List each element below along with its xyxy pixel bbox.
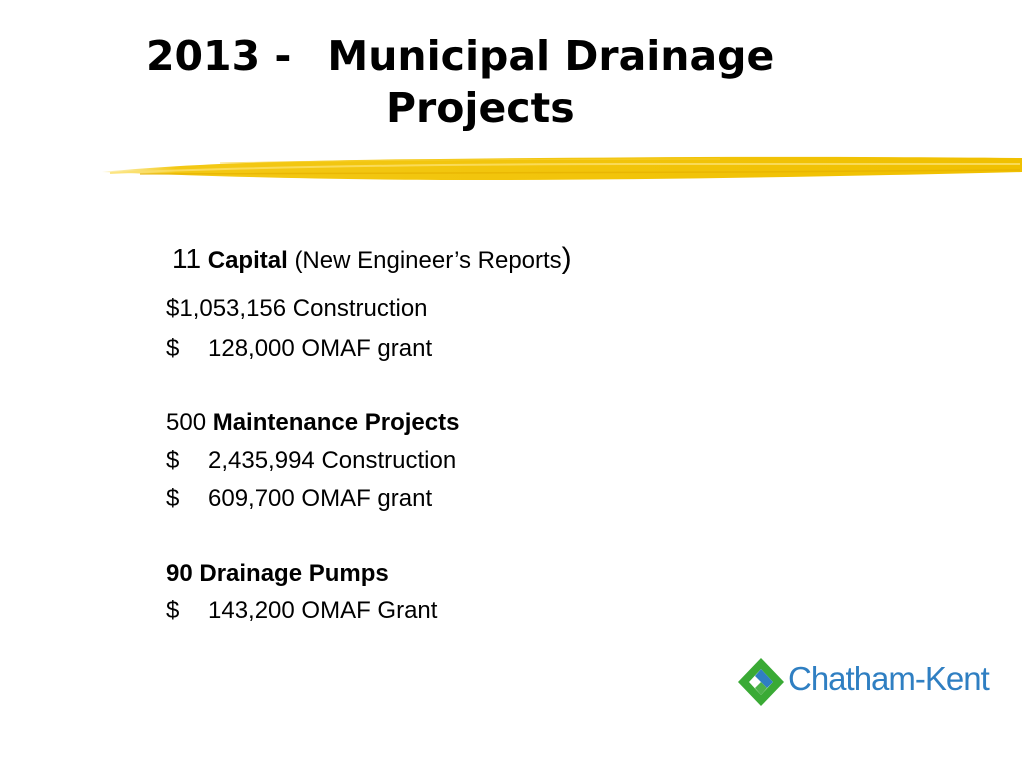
capital-label: Capital — [207, 247, 288, 274]
capital-close-paren: ) — [561, 242, 572, 275]
maintenance-grant: 609,700 OMAF grant — [208, 485, 433, 512]
pumps-grant: 143,200 OMAF Grant — [208, 597, 438, 624]
maintenance-heading: 500 Maintenance Projects — [166, 408, 459, 438]
chatham-kent-logo: Chatham-Kent — [736, 654, 996, 712]
yellow-swoosh-divider — [102, 156, 1022, 180]
maintenance-construction: 2,435,994 Construction — [208, 447, 457, 474]
pumps-grant-row: $143,200 OMAF Grant — [166, 596, 437, 626]
maintenance-label: Maintenance Projects — [212, 409, 460, 436]
maintenance-count: 500 — [166, 409, 207, 436]
title-line-1: 2013 - Municipal Drainage — [146, 30, 774, 82]
capital-grant-row: $128,000 OMAF grant — [166, 334, 432, 364]
title-year: 2013 - — [146, 32, 292, 80]
capital-note: (New Engineer’s Reports — [294, 247, 562, 274]
maintenance-grant-symbol: $ — [166, 485, 180, 512]
pumps-grant-symbol: $ — [166, 597, 180, 624]
capital-heading: 11 Capital (New Engineer’s Reports) — [172, 244, 572, 276]
maintenance-construction-symbol: $ — [166, 447, 180, 474]
pumps-heading: 90 Drainage Pumps — [166, 560, 389, 587]
logo-text: Chatham-Kent — [788, 660, 990, 697]
maintenance-construction-row: $2,435,994 Construction — [166, 446, 456, 476]
capital-construction: $1,053,156 Construction — [166, 295, 428, 322]
title-main: Municipal Drainage — [327, 32, 775, 80]
capital-grant: 128,000 OMAF grant — [208, 335, 433, 362]
maintenance-grant-row: $609,700 OMAF grant — [166, 484, 432, 514]
diamond-logo-icon — [738, 658, 784, 706]
capital-grant-symbol: $ — [166, 335, 180, 362]
capital-count: 11 — [172, 243, 202, 274]
title-line-2: Projects — [386, 84, 575, 132]
